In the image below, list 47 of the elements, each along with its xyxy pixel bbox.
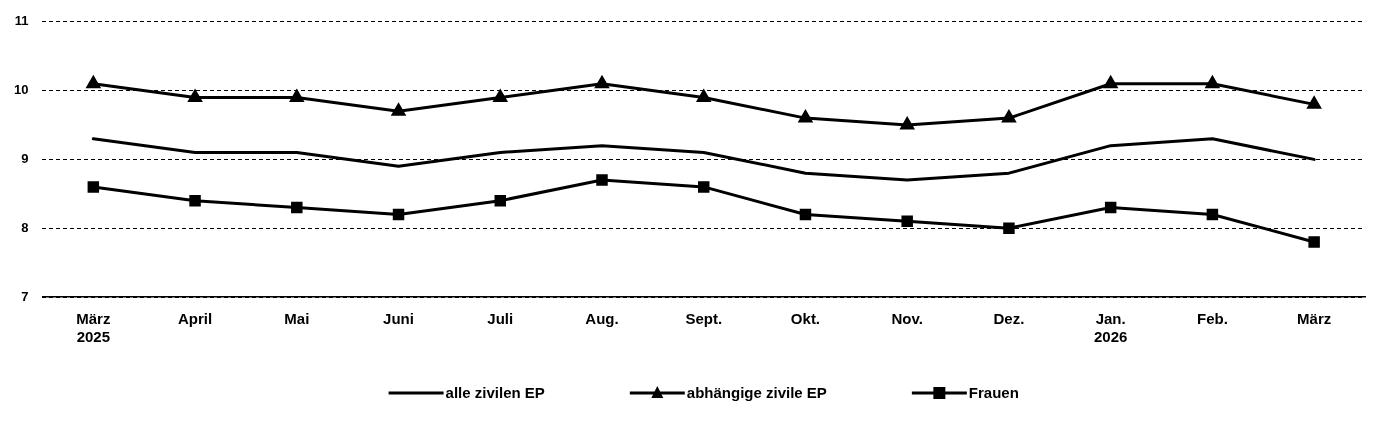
point [494, 194, 507, 207]
y-tick-label: 7 [21, 288, 29, 304]
point [188, 89, 202, 102]
x-tick-label: Dez. [993, 310, 1025, 328]
x-tick-label: März 2025 [76, 310, 111, 346]
point [697, 181, 710, 193]
legend-label: Frauen [968, 384, 1019, 402]
x-tick-label: Nov. [891, 310, 923, 328]
point [901, 215, 913, 228]
x-tick-label: Feb. [1196, 310, 1228, 328]
point [900, 117, 914, 130]
y-tick-label: 10 [13, 82, 29, 98]
x-tick-label: Aug. [585, 310, 619, 328]
x-tick-label: April [177, 310, 213, 328]
point [697, 89, 711, 102]
x-tick-label: Juli [487, 310, 514, 328]
point [1002, 110, 1016, 123]
point [799, 208, 812, 221]
y-tick-label: 9 [21, 150, 29, 166]
legend-label: alle zivilen EP [445, 384, 545, 402]
x-tick-label: Juni [383, 310, 414, 328]
legend-label: abhängige zivile EP [686, 384, 827, 402]
x-tick-label: Sept. [685, 310, 723, 328]
x-tick-label: Jan. 2026 [1093, 310, 1128, 346]
point [291, 201, 303, 214]
point [1103, 76, 1118, 89]
point [189, 194, 201, 207]
point [1003, 222, 1015, 234]
point [1206, 208, 1219, 221]
point [87, 181, 100, 193]
x-tick-label: Mai [284, 310, 310, 328]
point [1307, 96, 1321, 109]
point [798, 110, 813, 123]
point [391, 103, 406, 116]
x-tick-label: März [1297, 310, 1332, 328]
point [290, 89, 304, 102]
point [392, 208, 405, 221]
y-tick-label: 11 [14, 13, 29, 29]
point [493, 89, 507, 102]
point [1205, 76, 1220, 89]
x-tick-label: Okt. [790, 310, 821, 328]
point [595, 76, 609, 89]
point [1308, 236, 1320, 248]
y-tick-label: 8 [21, 219, 29, 235]
point [596, 174, 608, 186]
point [86, 76, 101, 89]
point [1104, 201, 1117, 214]
